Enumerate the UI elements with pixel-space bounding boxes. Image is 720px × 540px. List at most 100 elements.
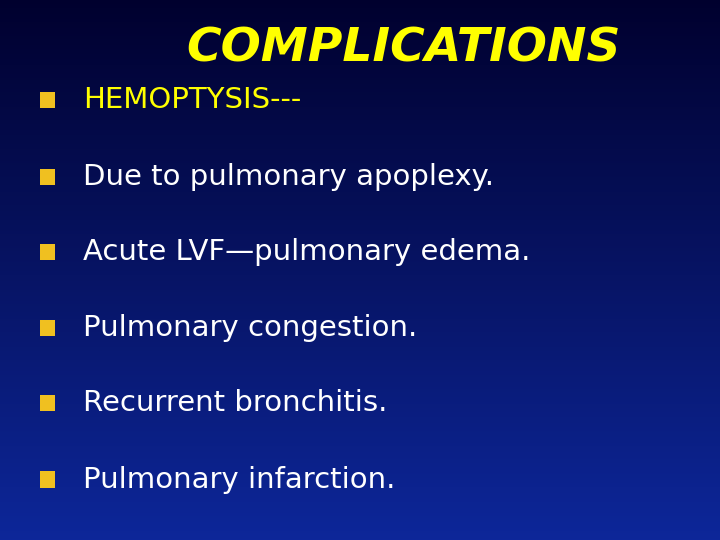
Bar (0, 502, 720, 503)
Bar (0, 524, 720, 525)
Bar (0, 220, 720, 221)
Bar (0, 139, 720, 140)
Bar (0, 39, 720, 40)
Bar (0, 51, 720, 53)
Bar (0, 22, 720, 23)
Bar (0, 500, 720, 501)
Bar (0, 202, 720, 204)
Bar (0, 254, 720, 255)
Bar (0, 534, 720, 535)
Bar (0, 370, 720, 372)
Bar (0, 536, 720, 537)
Bar (0, 379, 720, 381)
Bar (0, 298, 720, 300)
Bar (0, 404, 720, 405)
Bar (0, 417, 720, 418)
Text: Pulmonary infarction.: Pulmonary infarction. (83, 465, 395, 494)
Bar (0, 297, 720, 298)
Bar (40, 92, 55, 108)
Bar (0, 336, 720, 338)
Bar (0, 158, 720, 159)
Bar (0, 194, 720, 195)
Bar (0, 8, 720, 9)
Bar (0, 104, 720, 105)
Bar (0, 310, 720, 312)
Bar (0, 119, 720, 120)
Bar (0, 408, 720, 409)
Bar (0, 12, 720, 14)
Bar (0, 286, 720, 287)
Bar (0, 359, 720, 361)
Bar (0, 244, 720, 246)
Bar (0, 482, 720, 483)
Bar (0, 249, 720, 251)
Text: Pulmonary congestion.: Pulmonary congestion. (83, 314, 417, 342)
Bar (0, 58, 720, 59)
Bar (0, 235, 720, 237)
Bar (40, 471, 55, 488)
Bar (0, 79, 720, 81)
Bar (0, 49, 720, 50)
Bar (0, 392, 720, 393)
Bar (0, 211, 720, 212)
Bar (0, 20, 720, 22)
Bar (0, 374, 720, 375)
Bar (0, 135, 720, 136)
Bar (0, 16, 720, 17)
Bar (0, 402, 720, 404)
Bar (0, 532, 720, 534)
Bar (0, 193, 720, 194)
Bar (0, 274, 720, 275)
Bar (0, 390, 720, 392)
Bar (0, 17, 720, 19)
Bar (0, 232, 720, 233)
Bar (0, 498, 720, 500)
Bar (0, 316, 720, 317)
Bar (0, 143, 720, 145)
Bar (0, 292, 720, 293)
Bar (0, 70, 720, 71)
Bar (0, 38, 720, 39)
Bar (0, 93, 720, 94)
Bar (0, 27, 720, 28)
Bar (0, 294, 720, 296)
Bar (0, 469, 720, 470)
Bar (0, 530, 720, 532)
Bar (0, 343, 720, 345)
Bar (0, 32, 720, 33)
Bar (0, 224, 720, 226)
Bar (0, 178, 720, 179)
Bar (0, 28, 720, 30)
Bar (0, 293, 720, 294)
Bar (0, 174, 720, 176)
Bar (0, 535, 720, 536)
Bar (0, 172, 720, 173)
Bar (0, 437, 720, 438)
Bar (0, 318, 720, 319)
Bar (0, 81, 720, 82)
Bar (0, 313, 720, 314)
Bar (0, 507, 720, 508)
Bar (0, 118, 720, 119)
Bar (0, 170, 720, 172)
Bar (0, 204, 720, 205)
Bar (0, 519, 720, 521)
Bar (0, 324, 720, 325)
Bar (0, 442, 720, 443)
Bar (0, 480, 720, 481)
Bar (0, 280, 720, 281)
Bar (0, 503, 720, 505)
Bar (0, 426, 720, 427)
Bar (0, 478, 720, 480)
Bar (0, 213, 720, 214)
Bar (0, 433, 720, 435)
Bar (0, 56, 720, 57)
Bar (0, 189, 720, 191)
Bar (0, 89, 720, 90)
Bar (0, 4, 720, 5)
Bar (0, 126, 720, 127)
Bar (0, 308, 720, 309)
Bar (0, 183, 720, 184)
Bar (0, 11, 720, 12)
Bar (0, 15, 720, 16)
